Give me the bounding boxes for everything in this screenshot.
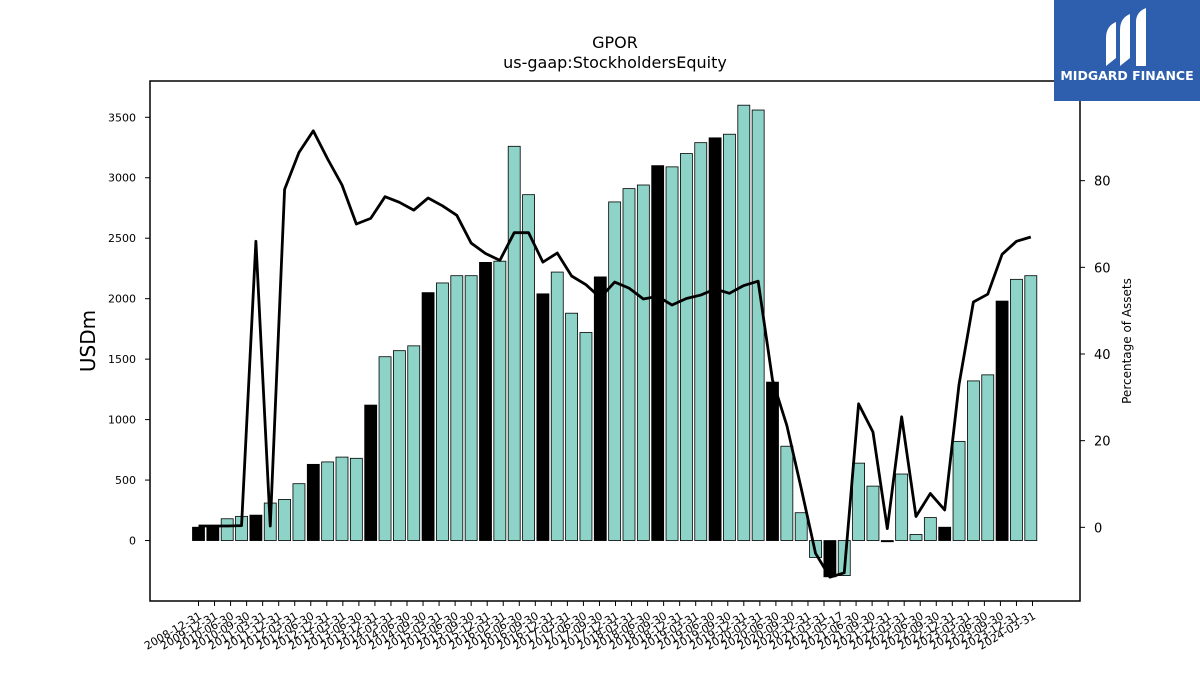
bar (1010, 278, 1023, 541)
x-axis-ticks: 2008-12-312009-12-312010-06-302010-09-30… (142, 601, 1038, 653)
bar (636, 184, 650, 541)
chart-subtitle: us-gaap:StockholdersEquity (503, 53, 727, 72)
bar (450, 275, 464, 541)
bar (794, 512, 808, 541)
bar (378, 356, 392, 541)
y2-tick-label: 40 (1094, 348, 1111, 363)
plot-frame (149, 80, 1081, 602)
bar (866, 485, 880, 541)
y2-tick-label: 0 (1094, 521, 1102, 536)
y-tick-label: 0 (129, 535, 136, 548)
bar (436, 282, 449, 541)
bar (464, 275, 478, 541)
midgard-finance-logo: MIDGARD FINANCE (1054, 0, 1200, 101)
y-axis-label: USDm (76, 310, 100, 372)
bar (723, 133, 736, 541)
bar (694, 142, 708, 541)
percentage-line (198, 129, 1032, 579)
bar (392, 350, 406, 541)
y-tick-label: 1000 (108, 414, 136, 427)
bar (895, 473, 909, 541)
y-tick-label: 1500 (108, 353, 136, 366)
bar (407, 345, 421, 541)
bar (335, 456, 349, 541)
y2-axis-label: Percentage of Assets (1120, 278, 1134, 404)
bar (593, 276, 607, 541)
logo-text: MIDGARD FINANCE (1060, 68, 1194, 83)
bar-series (192, 104, 1038, 578)
bar (550, 271, 564, 541)
bar (880, 540, 894, 543)
bar (1024, 275, 1038, 541)
bar (909, 534, 923, 541)
bar (192, 526, 205, 541)
bar (321, 461, 335, 541)
bar (938, 526, 952, 541)
chart-title: GPOR (592, 33, 638, 52)
line-series (198, 129, 1032, 579)
bar (206, 525, 220, 541)
bar (967, 380, 980, 541)
y-axis-ticks: 0 500 1000 1500 2000 2500 3000 3500 (108, 111, 150, 548)
bar (680, 153, 693, 541)
bar (579, 332, 593, 541)
bar (622, 188, 636, 541)
bar (952, 440, 966, 541)
y-tick-label: 500 (115, 474, 136, 487)
bar (708, 137, 722, 541)
bar (766, 381, 779, 541)
y2-axis-ticks: 0 20 40 60 80 (1080, 175, 1111, 536)
bar (536, 293, 550, 541)
bar (852, 462, 865, 541)
bar (421, 292, 435, 541)
y-tick-label: 3000 (108, 172, 136, 185)
bar (737, 104, 751, 541)
bar (249, 514, 263, 541)
bar (507, 145, 521, 541)
y-tick-label: 3500 (108, 111, 136, 124)
bar (780, 445, 794, 541)
bar (665, 166, 679, 541)
bar (220, 518, 234, 541)
bar (479, 261, 492, 541)
midgard-logo-icon (1106, 8, 1146, 66)
bar (981, 374, 995, 541)
y-tick-label: 2000 (108, 293, 136, 306)
bar (349, 457, 363, 541)
bar (522, 194, 535, 541)
bar (751, 109, 765, 541)
bar (493, 260, 507, 541)
y2-tick-label: 80 (1094, 175, 1111, 190)
bar (292, 483, 306, 541)
bar (608, 201, 622, 541)
bar (995, 300, 1009, 541)
bar (364, 404, 378, 541)
y2-tick-label: 60 (1094, 261, 1111, 276)
bar (306, 463, 320, 541)
bar (651, 165, 665, 541)
bar (923, 517, 937, 541)
bar (278, 499, 292, 541)
y2-tick-label: 20 (1094, 435, 1111, 450)
bar (565, 312, 578, 541)
y-tick-label: 2500 (108, 232, 136, 245)
